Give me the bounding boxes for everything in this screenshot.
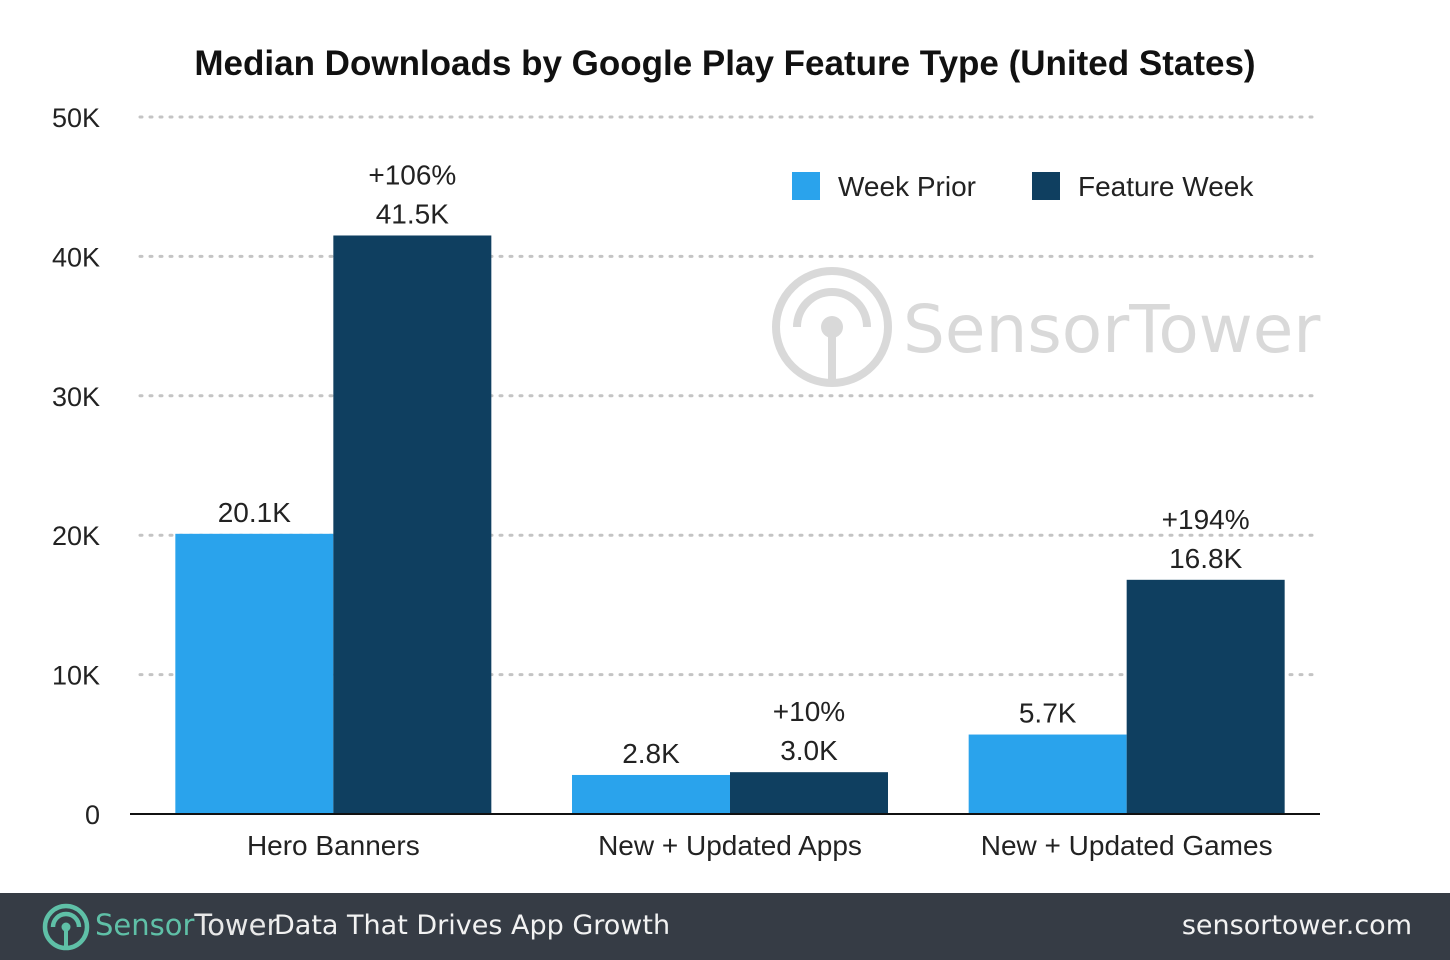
data-label-feature-week-hero-banners: 41.5K — [376, 198, 449, 229]
category-label-new-updated-apps: New + Updated Apps — [598, 830, 862, 861]
bar-week-prior-new-updated-apps — [572, 774, 730, 814]
y-tick-label: 40K — [52, 242, 100, 272]
data-label-week-prior-new-updated-apps: 2.8K — [622, 738, 680, 769]
bar-chart: Median Downloads by Google Play Feature … — [52, 44, 1321, 861]
y-tick-label: 30K — [52, 382, 100, 412]
watermark-text: SensorTower — [903, 291, 1321, 368]
bars — [175, 235, 1285, 815]
watermark: SensorTower — [772, 267, 1321, 387]
bar-feature-week-hero-banners — [333, 235, 492, 815]
bar-week-prior-new-updated-games — [968, 734, 1127, 814]
change-label-new-updated-apps: +10% — [773, 696, 845, 727]
footer-url[interactable]: sensortower.com — [1181, 910, 1412, 941]
y-tick-label: 50K — [52, 103, 100, 133]
legend-swatch-week-prior — [792, 172, 820, 200]
footer-brand-part1: Sensor — [95, 908, 195, 942]
footer-bar: SensorTower Data That Drives App Growth … — [0, 893, 1450, 960]
legend: Week Prior Feature Week — [792, 171, 1254, 202]
data-label-feature-week-new-updated-games: 16.8K — [1169, 543, 1242, 574]
chart-title: Median Downloads by Google Play Feature … — [194, 44, 1255, 83]
legend-swatch-feature-week — [1032, 172, 1060, 200]
data-label-week-prior-hero-banners: 20.1K — [218, 497, 291, 528]
legend-label-week-prior: Week Prior — [838, 171, 976, 202]
data-labels: 20.1K 41.5K +106% 2.8K 3.0K +10% 5.7K 16.8K +194… — [218, 159, 1250, 768]
gridlines — [138, 115, 1320, 677]
footer-brand-part2: Tower — [194, 908, 279, 942]
y-tick-label: 20K — [52, 521, 100, 551]
y-tick-label: 10K — [52, 661, 100, 691]
x-axis-category-labels: Hero Banners New + Updated Apps New + Upda… — [247, 830, 1273, 861]
data-label-week-prior-new-updated-games: 5.7K — [1019, 698, 1077, 729]
footer-brand: SensorTower — [95, 908, 278, 942]
change-label-hero-banners: +106% — [368, 159, 456, 190]
category-label-hero-banners: Hero Banners — [247, 830, 420, 861]
y-axis-ticks: 0 10K 20K 30K 40K 50K — [52, 103, 100, 830]
bar-week-prior-hero-banners — [175, 533, 334, 814]
bar-feature-week-new-updated-games — [1126, 579, 1285, 814]
y-tick-label: 0 — [85, 800, 100, 830]
legend-item-week-prior: Week Prior — [792, 171, 976, 202]
legend-label-feature-week: Feature Week — [1078, 171, 1254, 202]
sensortower-watermark-icon — [772, 267, 892, 387]
data-label-feature-week-new-updated-apps: 3.0K — [780, 735, 838, 766]
sensortower-logo-icon — [42, 903, 90, 951]
category-label-new-updated-games: New + Updated Games — [981, 830, 1273, 861]
change-label-new-updated-games: +194% — [1162, 504, 1250, 535]
bar-feature-week-new-updated-apps — [730, 772, 888, 814]
legend-item-feature-week: Feature Week — [1032, 171, 1254, 202]
watermark-text-part1: Sensor — [903, 291, 1130, 368]
footer-tagline: Data That Drives App Growth — [274, 910, 671, 941]
watermark-text-part2: Tower — [1128, 291, 1321, 368]
